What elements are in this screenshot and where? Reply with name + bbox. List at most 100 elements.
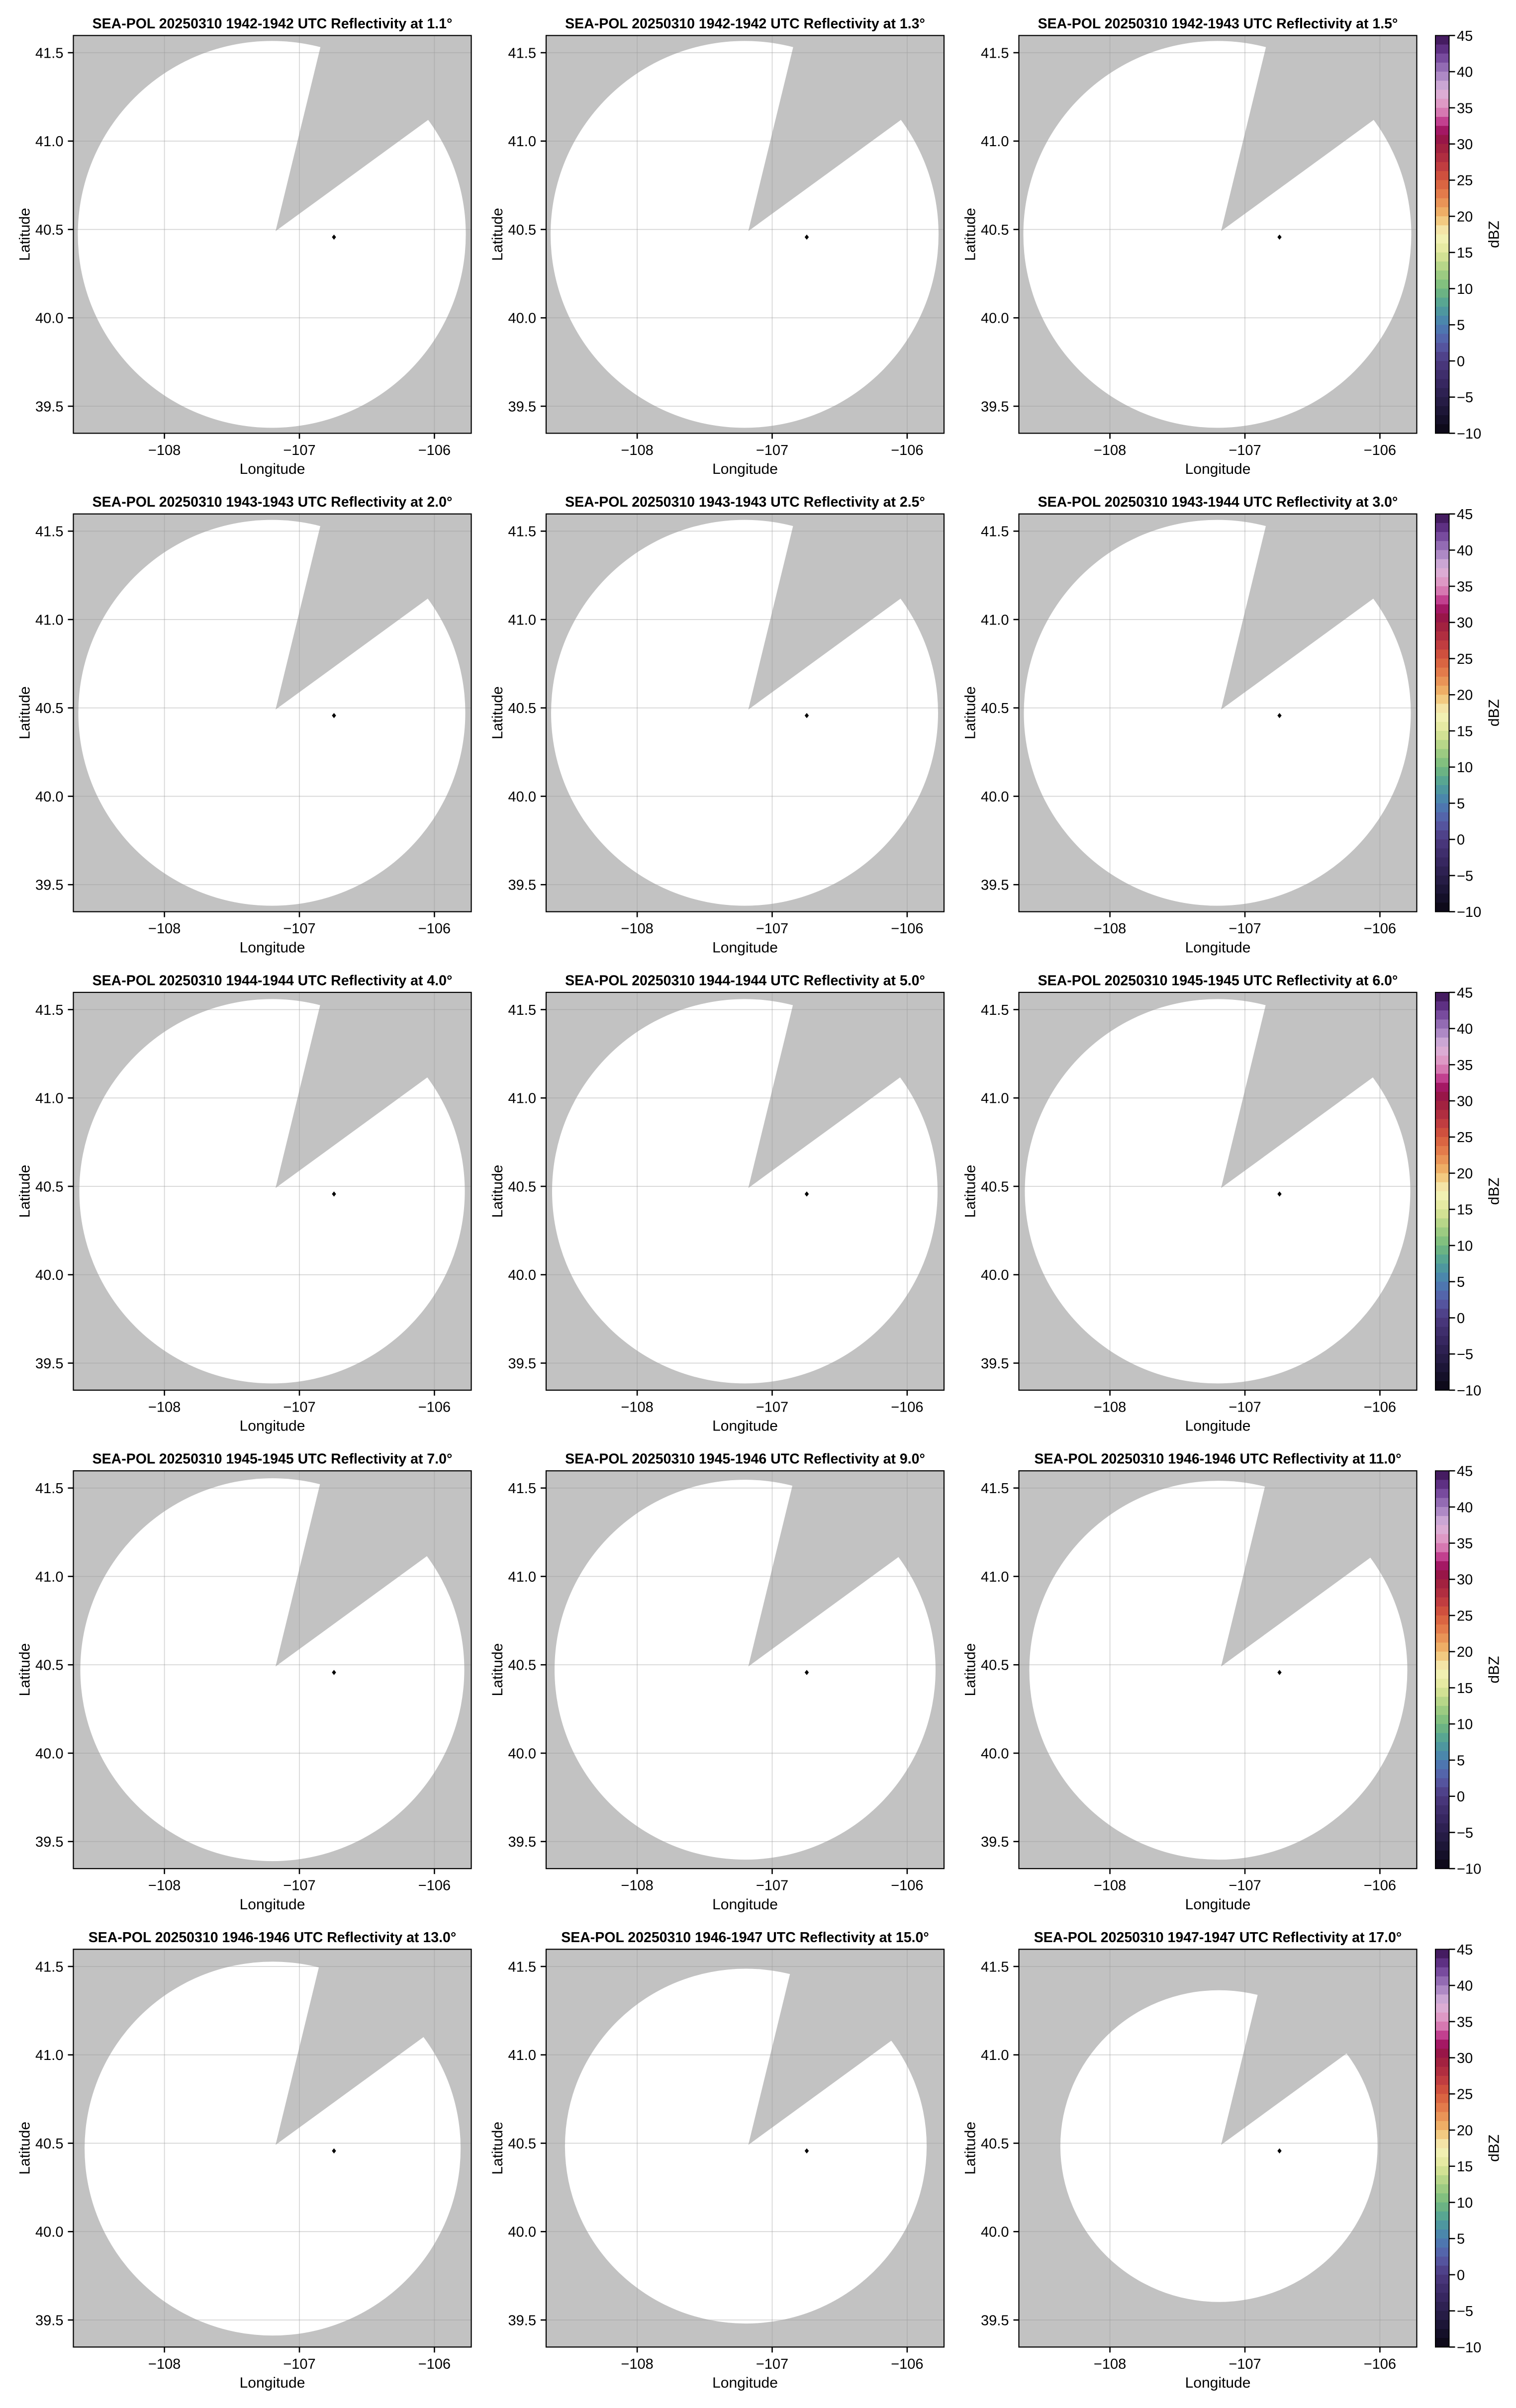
svg-text:41.5: 41.5 xyxy=(508,1481,536,1497)
svg-text:39.5: 39.5 xyxy=(35,2313,63,2328)
svg-text:40.0: 40.0 xyxy=(35,789,63,805)
svg-text:dBZ: dBZ xyxy=(1486,699,1503,726)
svg-text:SEA-POL 20250310 1943-1944 UTC: SEA-POL 20250310 1943-1944 UTC Reflectiv… xyxy=(1038,494,1398,510)
svg-text:−5: −5 xyxy=(1457,390,1473,406)
svg-text:SEA-POL 20250310 1946-1946 UTC: SEA-POL 20250310 1946-1946 UTC Reflectiv… xyxy=(1034,1451,1401,1467)
svg-text:40.0: 40.0 xyxy=(981,789,1009,805)
svg-text:10: 10 xyxy=(1457,281,1473,297)
svg-text:0: 0 xyxy=(1457,1311,1465,1327)
svg-text:20: 20 xyxy=(1457,688,1473,704)
svg-text:−107: −107 xyxy=(1229,1399,1261,1415)
svg-text:35: 35 xyxy=(1457,100,1473,116)
svg-text:−107: −107 xyxy=(283,921,315,937)
svg-text:Latitude: Latitude xyxy=(962,1165,979,1218)
svg-text:−106: −106 xyxy=(891,2356,923,2372)
svg-text:41.0: 41.0 xyxy=(508,2048,536,2063)
svg-text:40.0: 40.0 xyxy=(35,1746,63,1762)
svg-text:5: 5 xyxy=(1457,2231,1465,2247)
svg-text:40.5: 40.5 xyxy=(35,701,63,716)
svg-text:−106: −106 xyxy=(1364,1878,1396,1894)
svg-text:SEA-POL 20250310 1946-1946 UTC: SEA-POL 20250310 1946-1946 UTC Reflectiv… xyxy=(89,1930,457,1946)
svg-text:−5: −5 xyxy=(1457,2304,1473,2319)
svg-text:−106: −106 xyxy=(1364,1399,1396,1415)
svg-text:5: 5 xyxy=(1457,318,1465,334)
svg-text:Latitude: Latitude xyxy=(17,2122,33,2175)
svg-text:−106: −106 xyxy=(418,1878,451,1894)
svg-text:−10: −10 xyxy=(1457,426,1481,442)
svg-text:41.0: 41.0 xyxy=(35,134,63,150)
svg-text:−107: −107 xyxy=(1229,921,1261,937)
svg-text:40.5: 40.5 xyxy=(981,701,1009,716)
svg-text:41.0: 41.0 xyxy=(508,1091,536,1107)
svg-text:−106: −106 xyxy=(418,921,451,937)
svg-text:Longitude: Longitude xyxy=(240,2375,305,2391)
svg-text:41.5: 41.5 xyxy=(35,1959,63,1975)
svg-text:Latitude: Latitude xyxy=(962,686,979,739)
svg-text:−107: −107 xyxy=(283,1399,315,1415)
svg-text:−108: −108 xyxy=(621,1399,653,1415)
svg-text:39.5: 39.5 xyxy=(35,878,63,893)
svg-text:−106: −106 xyxy=(418,443,451,458)
svg-text:SEA-POL 20250310 1944-1944 UTC: SEA-POL 20250310 1944-1944 UTC Reflectiv… xyxy=(565,973,925,988)
svg-text:Longitude: Longitude xyxy=(712,939,778,956)
svg-text:41.5: 41.5 xyxy=(981,1002,1009,1018)
svg-text:−10: −10 xyxy=(1457,2340,1481,2356)
svg-text:SEA-POL 20250310 1947-1947 UTC: SEA-POL 20250310 1947-1947 UTC Reflectiv… xyxy=(1034,1930,1402,1946)
svg-text:Latitude: Latitude xyxy=(17,1165,33,1218)
svg-text:−10: −10 xyxy=(1457,1862,1481,1877)
svg-text:41.0: 41.0 xyxy=(981,2048,1009,2063)
svg-text:−107: −107 xyxy=(756,1399,788,1415)
svg-text:−108: −108 xyxy=(148,2356,181,2372)
svg-text:−108: −108 xyxy=(621,2356,653,2372)
svg-text:−106: −106 xyxy=(418,2356,451,2372)
svg-text:−107: −107 xyxy=(1229,2356,1261,2372)
svg-text:41.0: 41.0 xyxy=(508,612,536,628)
svg-text:Latitude: Latitude xyxy=(17,1643,33,1696)
svg-text:40.5: 40.5 xyxy=(508,1658,536,1674)
svg-text:30: 30 xyxy=(1457,1572,1473,1588)
svg-text:Latitude: Latitude xyxy=(489,208,506,261)
svg-text:Latitude: Latitude xyxy=(17,686,33,739)
svg-text:−5: −5 xyxy=(1457,868,1473,884)
svg-text:40.5: 40.5 xyxy=(981,1179,1009,1195)
svg-text:40.5: 40.5 xyxy=(981,1658,1009,1674)
svg-text:−107: −107 xyxy=(756,2356,788,2372)
svg-text:41.5: 41.5 xyxy=(981,524,1009,540)
svg-text:−106: −106 xyxy=(891,1399,923,1415)
svg-text:20: 20 xyxy=(1457,2123,1473,2139)
svg-text:SEA-POL 20250310 1945-1945 UTC: SEA-POL 20250310 1945-1945 UTC Reflectiv… xyxy=(93,1451,453,1467)
svg-text:40: 40 xyxy=(1457,1500,1473,1516)
svg-text:35: 35 xyxy=(1457,1058,1473,1073)
svg-text:−106: −106 xyxy=(891,921,923,937)
svg-text:Latitude: Latitude xyxy=(17,208,33,261)
svg-text:30: 30 xyxy=(1457,137,1473,153)
svg-text:−108: −108 xyxy=(148,443,181,458)
svg-text:−107: −107 xyxy=(756,921,788,937)
svg-text:−106: −106 xyxy=(1364,443,1396,458)
svg-text:−108: −108 xyxy=(1094,443,1126,458)
svg-text:Longitude: Longitude xyxy=(712,2375,778,2391)
svg-text:40.0: 40.0 xyxy=(981,1746,1009,1762)
svg-text:−107: −107 xyxy=(756,443,788,458)
svg-text:41.5: 41.5 xyxy=(508,1959,536,1975)
svg-text:−5: −5 xyxy=(1457,1347,1473,1363)
svg-text:20: 20 xyxy=(1457,209,1473,225)
svg-text:−108: −108 xyxy=(1094,1399,1126,1415)
svg-text:SEA-POL 20250310 1943-1943 UTC: SEA-POL 20250310 1943-1943 UTC Reflectiv… xyxy=(93,494,453,510)
svg-text:5: 5 xyxy=(1457,796,1465,812)
svg-text:Longitude: Longitude xyxy=(1185,461,1251,477)
svg-text:Latitude: Latitude xyxy=(489,1165,506,1218)
svg-text:−10: −10 xyxy=(1457,904,1481,920)
svg-text:Longitude: Longitude xyxy=(1185,1418,1251,1434)
svg-text:41.0: 41.0 xyxy=(35,2048,63,2063)
svg-text:−108: −108 xyxy=(621,443,653,458)
svg-text:39.5: 39.5 xyxy=(508,399,536,415)
svg-text:41.5: 41.5 xyxy=(35,1002,63,1018)
svg-text:40.0: 40.0 xyxy=(508,1746,536,1762)
svg-text:−106: −106 xyxy=(891,443,923,458)
svg-text:39.5: 39.5 xyxy=(981,1834,1009,1850)
svg-text:−107: −107 xyxy=(283,2356,315,2372)
svg-text:Longitude: Longitude xyxy=(240,939,305,956)
svg-text:10: 10 xyxy=(1457,1717,1473,1733)
svg-text:SEA-POL 20250310 1942-1942 UTC: SEA-POL 20250310 1942-1942 UTC Reflectiv… xyxy=(565,16,925,32)
